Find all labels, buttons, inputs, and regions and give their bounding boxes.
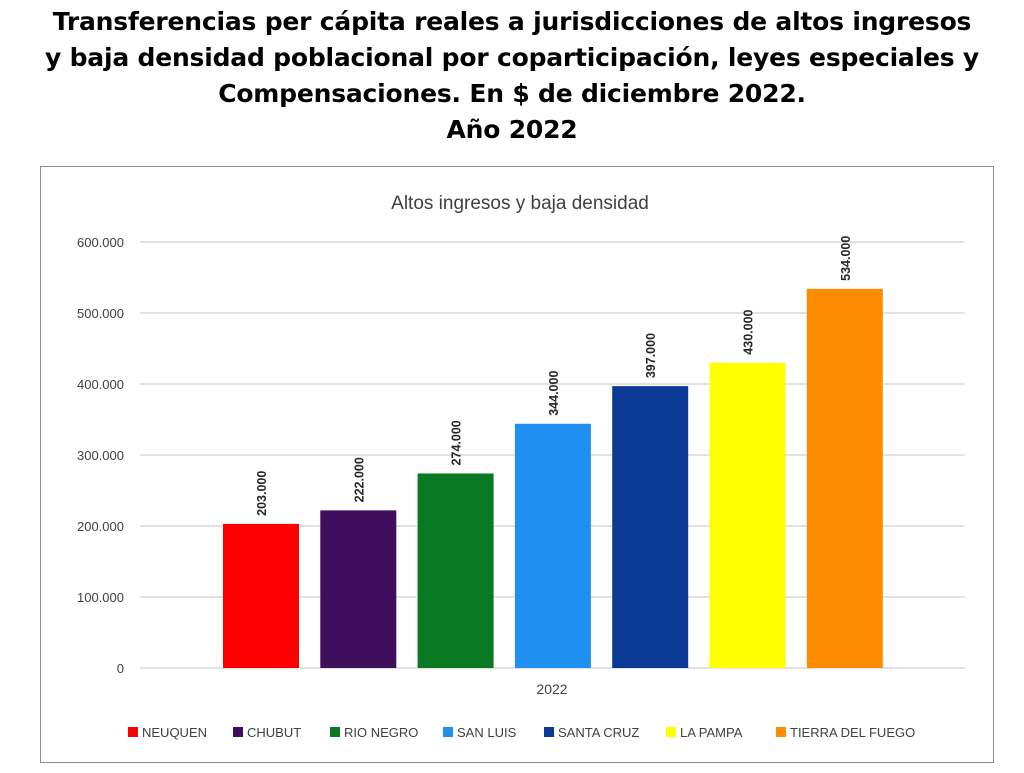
x-axis-category-label: 2022 — [536, 681, 567, 697]
legend-item-chubut: CHUBUT — [233, 725, 301, 740]
data-label-santa-cruz: 397.000 — [644, 333, 658, 378]
y-tick-label: 200.000 — [77, 519, 124, 534]
legend-item-neuquen: NEUQUEN — [128, 725, 207, 740]
legend-swatch — [330, 727, 340, 737]
legend: NEUQUEN CHUBUT RIO NEGRO SAN LUIS SANTA CRUZ… — [128, 725, 915, 740]
legend-item-rio-negro: RIO NEGRO — [330, 725, 418, 740]
page-title-line-4: Año 2022 — [446, 115, 578, 144]
legend-swatch — [443, 727, 453, 737]
legend-item-la-pampa: LA PAMPA — [666, 725, 743, 740]
bar-santa-cruz — [612, 386, 689, 668]
y-tick-label: 0 — [117, 661, 124, 676]
chart-title: Altos ingresos y baja densidad — [391, 193, 649, 214]
legend-label: RIO NEGRO — [344, 725, 418, 740]
bar-la-pampa — [709, 362, 786, 668]
data-label-tierra-del-fuego: 534.000 — [839, 236, 853, 281]
y-tick-label: 500.000 — [77, 306, 124, 321]
legend-label: TIERRA DEL FUEGO — [790, 725, 915, 740]
bars — [223, 288, 883, 668]
legend-label: SAN LUIS — [457, 725, 517, 740]
page-title: Transferencias per cápita reales a juris… — [0, 4, 1024, 148]
legend-label: NEUQUEN — [142, 725, 207, 740]
legend-item-tierra-del-fuego: TIERRA DEL FUEGO — [776, 725, 915, 740]
data-labels: 203.000 222.000 274.000 344.000 397.000 430.0… — [255, 236, 853, 516]
y-tick-label: 100.000 — [77, 590, 124, 605]
data-label-san-luis: 344.000 — [547, 371, 561, 416]
legend-swatch — [666, 727, 676, 737]
data-label-rio-negro: 274.000 — [450, 420, 464, 465]
legend-item-santa-cruz: SANTA CRUZ — [544, 725, 639, 740]
bar-chubut — [320, 510, 397, 668]
bar-neuquen — [223, 523, 299, 668]
page-title-line-2: y baja densidad poblacional por copartic… — [44, 43, 980, 72]
data-label-la-pampa: 430.000 — [742, 309, 756, 354]
bar-rio-negro — [417, 473, 494, 668]
page-title-line-1: Transferencias per cápita reales a juris… — [52, 7, 972, 36]
y-tick-label: 600.000 — [77, 235, 124, 250]
data-label-neuquen: 203.000 — [255, 471, 269, 516]
y-tick-label: 400.000 — [77, 377, 124, 392]
legend-swatch — [776, 727, 786, 737]
bar-tierra-del-fuego — [806, 288, 883, 668]
legend-swatch — [544, 727, 554, 737]
legend-swatch — [128, 727, 138, 737]
data-label-chubut: 222.000 — [352, 457, 366, 502]
y-tick-label: 300.000 — [77, 448, 124, 463]
legend-label: CHUBUT — [247, 725, 301, 740]
bar-san-luis — [514, 423, 591, 668]
legend-item-san-luis: SAN LUIS — [443, 725, 517, 740]
page-title-line-3: Compensaciones. En $ de diciembre 2022. — [218, 79, 806, 108]
legend-label: LA PAMPA — [680, 725, 743, 740]
y-axis-tick-labels: 0 100.000 200.000 300.000 400.000 500.000 600.… — [77, 235, 124, 676]
legend-label: SANTA CRUZ — [558, 725, 639, 740]
legend-swatch — [233, 727, 243, 737]
